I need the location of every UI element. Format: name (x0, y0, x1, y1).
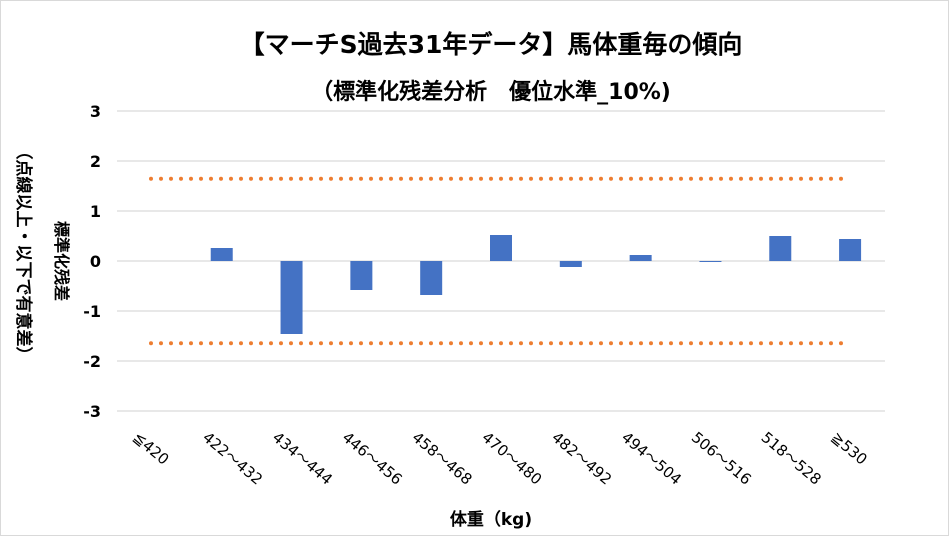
chart-subtitle: （標準化残差分析 優位水準_10%) (311, 79, 671, 105)
y-tick-label: -1 (83, 302, 101, 321)
bar (559, 261, 582, 267)
bar (210, 248, 233, 261)
x-tick-label: 422～432 (199, 428, 266, 488)
y-tick-label: 1 (90, 202, 101, 221)
x-tick-label: 458～468 (409, 428, 476, 488)
y-axis-label: 標準化残差 (52, 221, 71, 301)
bar (350, 261, 373, 290)
y-tick-label: 0 (90, 252, 101, 271)
x-tick-label: 470～480 (478, 428, 545, 488)
y-axis-label-note: （点線以上・以下で有意差） (13, 143, 34, 364)
y-tick-label: 3 (90, 102, 101, 121)
x-axis-label: 体重（kg) (450, 509, 532, 530)
x-tick-label: 446～456 (339, 428, 406, 488)
bar (280, 261, 303, 334)
bar (629, 255, 652, 261)
x-tick-label: 518～528 (758, 428, 825, 488)
y-tick-label: -2 (83, 352, 101, 371)
bar (769, 236, 792, 261)
x-tick-label: ≦420 (129, 428, 172, 468)
x-tick-label: 506～516 (688, 428, 755, 488)
bar (420, 261, 443, 295)
bar (490, 235, 512, 261)
y-tick-label: -3 (83, 402, 101, 421)
y-tick-label: 2 (90, 152, 101, 171)
x-tick-label: 494～504 (618, 428, 685, 488)
x-tick-label: 482～492 (548, 428, 615, 488)
chart-title: 【マーチS過去31年データ】馬体重毎の傾向 (240, 30, 743, 59)
x-tick-label: 434～444 (269, 428, 336, 488)
bar (839, 239, 862, 261)
x-tick-label: ≧530 (828, 428, 871, 468)
bar (699, 261, 722, 262)
